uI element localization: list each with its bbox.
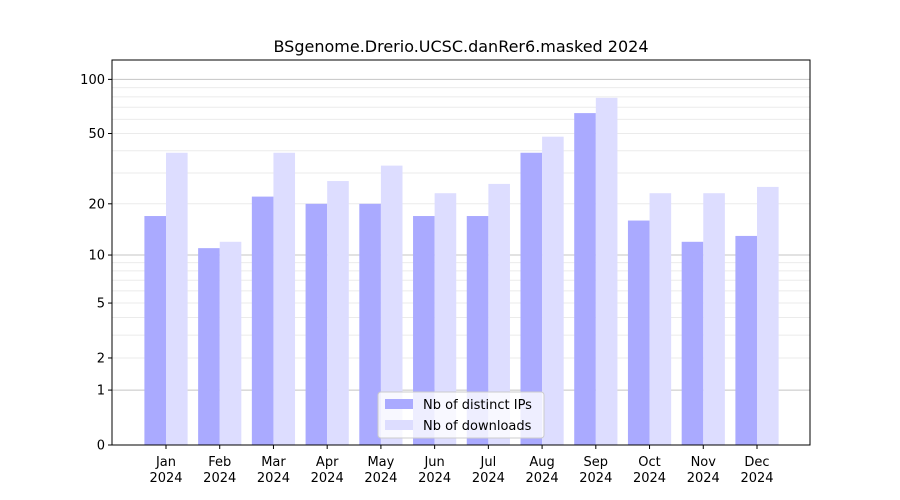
x-tick-label: 2024 — [633, 471, 666, 486]
bar-downloads — [166, 152, 188, 445]
y-tick-label: 20 — [88, 197, 105, 212]
x-tick-label: Dec — [744, 455, 769, 470]
bar-downloads — [434, 193, 457, 445]
y-tick-label: 50 — [88, 127, 105, 142]
y-tick-label: 5 — [97, 297, 105, 312]
legend: Nb of distinct IPs Nb of downloads — [377, 391, 545, 439]
x-tick-label: Nov — [691, 455, 717, 470]
x-tick-label: May — [367, 455, 394, 470]
bar-downloads — [219, 241, 242, 445]
x-tick-label: Sep — [584, 455, 609, 470]
x-tick-label: 2024 — [311, 471, 344, 486]
bar-downloads — [757, 186, 779, 445]
x-tick-label: Aug — [529, 455, 554, 470]
x-tick-label: 2024 — [526, 471, 559, 486]
legend-swatch — [385, 399, 413, 409]
x-tick-label: Feb — [208, 455, 231, 470]
bar-distinct-ips — [251, 196, 274, 445]
bar-distinct-ips — [627, 220, 650, 445]
bar-downloads — [380, 165, 403, 445]
bar-downloads — [327, 181, 349, 446]
x-tick-label: Oct — [638, 455, 660, 470]
bar-downloads — [488, 183, 510, 445]
y-tick-label: 100 — [80, 73, 105, 88]
legend-label: Nb of distinct IPs — [423, 398, 532, 413]
y-tick-label: 2 — [97, 351, 105, 366]
bar-distinct-ips — [359, 203, 381, 445]
bar-distinct-ips — [574, 113, 596, 445]
legend-box — [377, 391, 545, 439]
x-tick-label: 2024 — [364, 471, 397, 486]
y-tick-label: 0 — [97, 439, 105, 454]
chart-title: BSgenome.Drerio.UCSC.danRer6.masked 2024 — [273, 37, 648, 56]
bar-distinct-ips — [520, 152, 543, 445]
bar-distinct-ips — [681, 241, 704, 445]
x-tick-label: 2024 — [203, 471, 236, 486]
x-tick-label: 2024 — [579, 471, 612, 486]
bar-downloads — [649, 193, 672, 445]
bar-downloads — [273, 152, 296, 445]
bar-downloads — [542, 136, 564, 445]
x-tick-label: 2024 — [418, 471, 451, 486]
bar-distinct-ips — [144, 216, 166, 445]
bar-distinct-ips — [735, 235, 757, 445]
y-tick-label: 1 — [97, 384, 105, 399]
x-tick-label: Jan — [155, 455, 176, 470]
bar-downloads — [703, 193, 725, 445]
legend-swatch — [385, 420, 413, 430]
x-tick-label: 2024 — [472, 471, 505, 486]
x-tick-label: Mar — [261, 455, 286, 470]
bar-distinct-ips — [198, 248, 220, 445]
bar-distinct-ips — [413, 216, 435, 445]
x-tick-label: 2024 — [740, 471, 773, 486]
bar-downloads — [595, 97, 618, 446]
x-tick-label: Jul — [480, 455, 497, 470]
bar-distinct-ips — [466, 216, 489, 445]
axes-frame — [111, 59, 811, 446]
x-tick-label: 2024 — [257, 471, 290, 486]
legend-label: Nb of downloads — [423, 419, 532, 434]
x-tick-label: Jun — [423, 455, 444, 470]
bar-distinct-ips — [305, 203, 328, 445]
x-tick-label: Apr — [316, 455, 339, 470]
x-tick-label: 2024 — [687, 471, 720, 486]
y-tick-label: 10 — [88, 249, 105, 264]
x-tick-label: 2024 — [149, 471, 182, 486]
